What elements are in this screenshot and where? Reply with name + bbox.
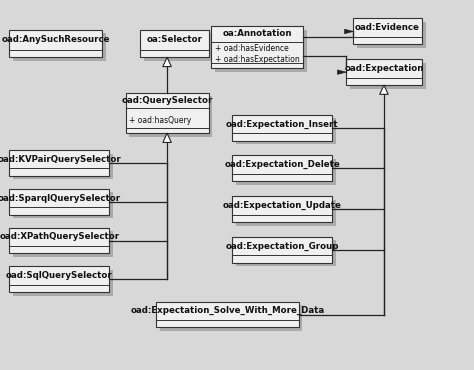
Bar bbox=[236, 240, 336, 266]
Bar bbox=[13, 33, 106, 61]
Bar bbox=[232, 115, 332, 141]
Text: oad:AnySuchResource: oad:AnySuchResource bbox=[1, 35, 110, 44]
Bar bbox=[232, 237, 332, 263]
Bar bbox=[232, 155, 332, 181]
Bar bbox=[129, 96, 212, 137]
Bar bbox=[126, 92, 209, 133]
Bar bbox=[9, 228, 109, 253]
Bar bbox=[215, 30, 307, 72]
Bar bbox=[156, 302, 299, 327]
Bar bbox=[357, 22, 426, 48]
Text: oa:Annotation: oa:Annotation bbox=[222, 30, 292, 38]
Bar bbox=[350, 63, 426, 89]
Text: + oad:hasExpectation: + oad:hasExpectation bbox=[215, 55, 300, 64]
Text: oa:Selector: oa:Selector bbox=[146, 35, 202, 44]
Polygon shape bbox=[337, 70, 346, 74]
Polygon shape bbox=[380, 85, 388, 94]
Text: oad:XPathQuerySelector: oad:XPathQuerySelector bbox=[0, 232, 119, 241]
Bar bbox=[211, 26, 303, 68]
Text: + oad:hasQuery: + oad:hasQuery bbox=[129, 116, 191, 125]
Text: oad:Expectation_Insert: oad:Expectation_Insert bbox=[226, 120, 338, 129]
Bar bbox=[9, 189, 109, 215]
Bar bbox=[346, 59, 422, 85]
Bar bbox=[9, 30, 102, 57]
Polygon shape bbox=[345, 29, 353, 34]
Text: oad:SparqlQuerySelector: oad:SparqlQuerySelector bbox=[0, 194, 121, 202]
Bar bbox=[140, 30, 209, 57]
Bar bbox=[9, 150, 109, 176]
Text: + oad:hasEvidence: + oad:hasEvidence bbox=[215, 44, 289, 53]
Text: oad:Expectation_Solve_With_More_Data: oad:Expectation_Solve_With_More_Data bbox=[130, 306, 325, 316]
Polygon shape bbox=[163, 133, 172, 142]
Text: oad:Evidence: oad:Evidence bbox=[355, 23, 420, 32]
Text: oad:Expectation_Update: oad:Expectation_Update bbox=[223, 201, 341, 210]
Bar bbox=[353, 18, 422, 44]
Polygon shape bbox=[163, 57, 172, 67]
Bar bbox=[13, 192, 113, 218]
Bar bbox=[232, 196, 332, 222]
Bar bbox=[13, 270, 113, 296]
Text: oad:QuerySelector: oad:QuerySelector bbox=[121, 96, 213, 105]
Bar bbox=[13, 231, 113, 257]
Text: oad:Expectation_Delete: oad:Expectation_Delete bbox=[224, 160, 340, 169]
Text: oad:KVPairQuerySelector: oad:KVPairQuerySelector bbox=[0, 155, 121, 164]
Bar bbox=[160, 305, 302, 331]
Bar bbox=[13, 154, 113, 179]
Bar bbox=[144, 33, 212, 61]
Text: oad:SqlQuerySelector: oad:SqlQuerySelector bbox=[6, 271, 113, 280]
Bar bbox=[9, 266, 109, 292]
Text: oad:Expectation: oad:Expectation bbox=[344, 64, 424, 73]
Bar bbox=[236, 200, 336, 226]
Text: oad:Expectation_Group: oad:Expectation_Group bbox=[225, 242, 339, 251]
Bar bbox=[236, 159, 336, 185]
Bar bbox=[236, 118, 336, 144]
